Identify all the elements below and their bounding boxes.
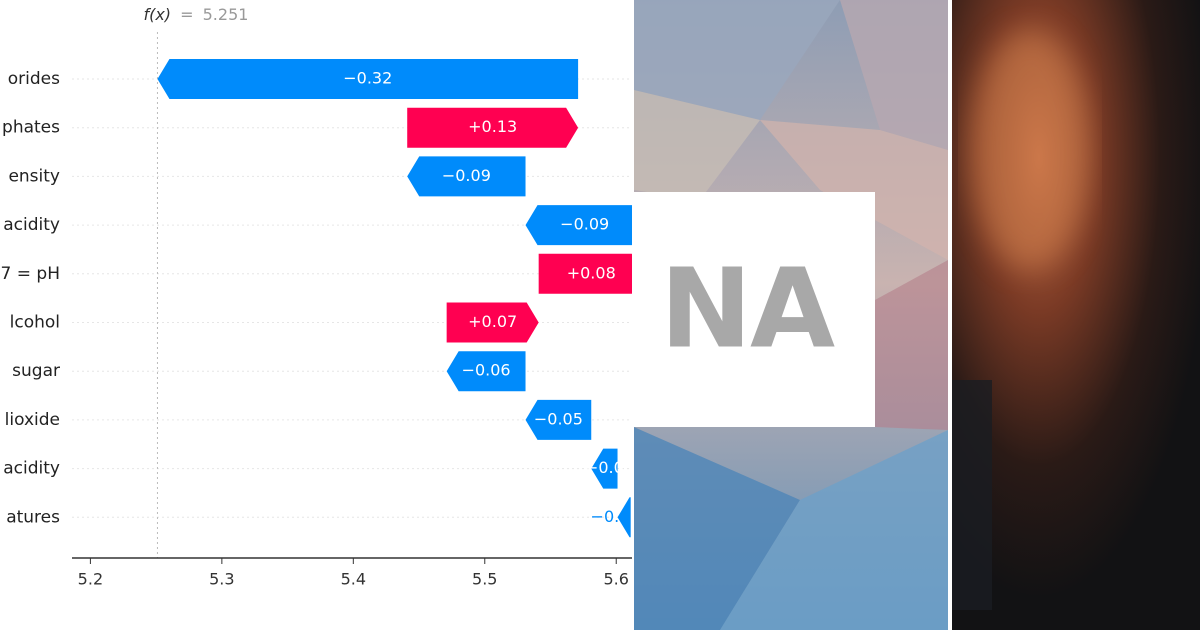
fx-value: 5.251 [203,5,249,24]
facet [840,0,948,150]
bar [538,253,632,294]
fx-name: f(x) [143,5,171,24]
value-label: +0.13 [468,117,517,136]
facet [760,120,948,260]
fx-label: f(x) = 5.251 [143,5,248,24]
photo-screen [952,380,992,610]
bar [157,59,579,99]
x-tick-label: 5.3 [209,570,234,589]
bar [525,205,632,246]
feature-label: phates [2,118,60,138]
facet [875,260,948,430]
x-tick-label: 5.2 [78,570,103,589]
facet [634,90,760,200]
logo-box [634,192,875,427]
feature-label: acidity [3,215,60,235]
logo-letter: A [750,244,835,372]
feature-label: lioxide [5,410,60,430]
divider [948,0,952,630]
feature-label: sugar [12,361,60,381]
value-label: +0.07 [468,312,517,331]
photo-highlight [970,30,1090,270]
bar [446,302,539,343]
facet [720,430,948,630]
x-tick-label: 5.6 [603,570,628,589]
bar [407,156,526,197]
fx-sign: = [180,5,193,24]
facet [634,427,800,630]
bar [446,351,526,392]
feature-label: atures [6,507,60,527]
x-tick-label: 5.5 [472,570,497,589]
value-label: −0.06 [462,361,511,380]
value-label: −0.0 [585,458,624,477]
value-label: −0.32 [343,69,392,88]
bar [407,107,579,148]
value-label: −0.05 [534,409,583,428]
logo-letter: N [660,244,752,372]
feature-label: lcohol [10,313,60,333]
waterfall-chart: f(x) = 5.251 orides phates ensity acidity 7 … [1,5,632,589]
photo-panel [952,0,1200,630]
bar [617,497,631,538]
value-label: −0.0 [591,507,630,526]
value-label: −0.09 [442,166,491,185]
feature-label: acidity [3,459,60,479]
value-label: +0.08 [567,263,616,282]
feature-label: ensity [8,166,60,186]
feature-label: orides [8,69,60,89]
bar [525,399,592,440]
facet [634,0,840,120]
polygon-panel: N A [634,0,948,630]
feature-label: 7 = pH [1,264,60,284]
bar [591,448,618,489]
value-label: −0.09 [560,215,609,234]
x-tick-label: 5.4 [341,570,366,589]
